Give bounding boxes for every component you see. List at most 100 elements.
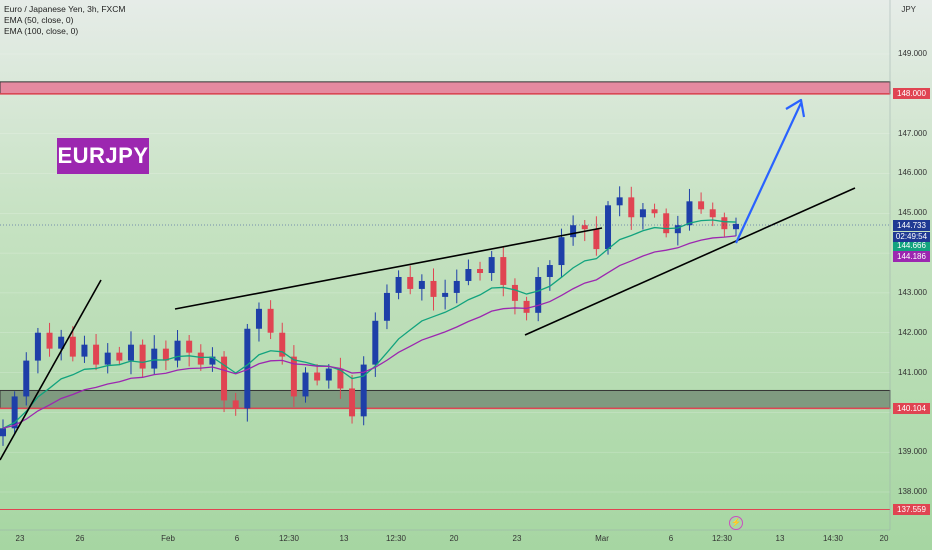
candle-body	[81, 344, 88, 357]
candle-body	[302, 372, 309, 397]
candle-body	[139, 344, 146, 369]
candle-body	[639, 209, 646, 218]
candle-body	[232, 400, 239, 409]
currency-label: JPY	[901, 5, 916, 14]
time-tick-label: 6	[234, 534, 240, 543]
ema100-line[interactable]	[2, 235, 737, 429]
time-tick-label: 13	[339, 534, 349, 543]
candle-body	[430, 280, 437, 297]
candle-body	[255, 308, 262, 329]
candle-body	[127, 344, 134, 361]
candle-body	[209, 356, 216, 365]
candle-body	[360, 364, 367, 417]
symbol-label-box: EURJPY	[57, 138, 149, 174]
candle-body	[616, 197, 623, 206]
candle-countdown: 02:49:54	[893, 232, 930, 242]
candle-body	[116, 352, 123, 361]
price-tick-label: 139.000	[898, 447, 927, 457]
candle-body	[58, 336, 65, 349]
candle-body	[174, 340, 181, 361]
time-tick-label: 23	[15, 534, 25, 543]
candle-body	[593, 229, 600, 250]
ema100-legend: EMA (100, close, 0)	[4, 26, 79, 36]
resistance-zone[interactable]	[0, 81, 891, 95]
candle-body	[395, 276, 402, 293]
time-tick-label: 6	[668, 534, 674, 543]
candle-body	[465, 269, 472, 281]
price-tick-label: 146.000	[898, 168, 927, 178]
price-axis-label: 144.666	[893, 240, 930, 251]
candle-body	[628, 197, 635, 218]
projection-arrow-line[interactable]	[735, 102, 802, 244]
trendline-left[interactable]	[0, 279, 102, 461]
trendline-resistance[interactable]	[174, 227, 603, 310]
lightning-icon[interactable]: ⚡	[729, 516, 743, 530]
candle-body	[558, 237, 565, 266]
candle-body	[605, 205, 612, 250]
candle-body	[46, 332, 53, 349]
price-axis-label: 140.104	[893, 403, 930, 414]
price-tick-label: 143.000	[898, 287, 927, 297]
candle-body	[151, 348, 158, 369]
time-tick-label: 12:30	[711, 534, 733, 543]
candle-body	[500, 257, 507, 285]
candle-body	[477, 269, 484, 273]
candle-body	[186, 340, 193, 353]
candle-body	[162, 348, 169, 361]
price-tick-label: 138.000	[898, 487, 927, 496]
time-tick-label: 12:30	[278, 534, 300, 543]
price-axis-label: 148.000	[893, 88, 930, 99]
candle-body	[453, 280, 460, 293]
trendline-support[interactable]	[524, 187, 856, 336]
price-tick-label: 142.000	[898, 327, 927, 337]
time-tick-label: Feb	[161, 534, 175, 543]
support-zone[interactable]	[0, 389, 891, 409]
time-tick-label: 20	[879, 534, 889, 543]
candle-body	[93, 344, 100, 365]
horizontal-grid	[0, 53, 890, 493]
projection-arrow-head	[785, 98, 806, 118]
candle-body	[721, 217, 728, 230]
candle-body	[314, 372, 321, 381]
candle-body	[290, 356, 297, 397]
symbol-info: Euro / Japanese Yen, 3h, FXCM	[4, 4, 126, 14]
candle-body	[686, 201, 693, 226]
candle-body	[523, 300, 530, 313]
candle-body	[581, 225, 588, 230]
time-tick-label: Mar	[595, 534, 609, 543]
candle-body	[442, 292, 449, 297]
time-tick-label: 20	[449, 534, 459, 543]
chart-legend: Euro / Japanese Yen, 3h, FXCM EMA (50, c…	[4, 4, 125, 37]
candle-body	[418, 280, 425, 289]
candle-body	[709, 209, 716, 218]
candle-body	[511, 284, 518, 301]
candle-body	[698, 201, 705, 210]
candle-body	[34, 332, 41, 361]
price-axis-label: 144.186	[893, 251, 930, 262]
candle-body	[267, 308, 274, 333]
candle-body	[11, 396, 18, 429]
candle-body	[546, 265, 553, 277]
price-tick-label: 149.000	[898, 49, 927, 58]
candle-body	[104, 352, 111, 365]
time-tick-label: 14:30	[822, 534, 844, 543]
time-tick-label: 23	[512, 534, 522, 543]
time-tick-label: 13	[775, 534, 785, 543]
ema50-legend: EMA (50, close, 0)	[4, 15, 74, 25]
ema50-line[interactable]	[2, 219, 737, 429]
candle-body	[488, 257, 495, 273]
candle-body	[221, 356, 228, 401]
candle-body	[372, 320, 379, 365]
candle-body	[349, 388, 356, 417]
candle-body	[337, 368, 344, 389]
candle-body	[663, 213, 670, 234]
candle-body	[244, 328, 251, 409]
candle-body	[197, 352, 204, 365]
candle-body	[733, 223, 739, 230]
candle-body	[407, 276, 414, 289]
candle-body	[69, 336, 76, 357]
candle-body	[23, 360, 30, 397]
price-tick-label: 147.000	[898, 128, 927, 138]
